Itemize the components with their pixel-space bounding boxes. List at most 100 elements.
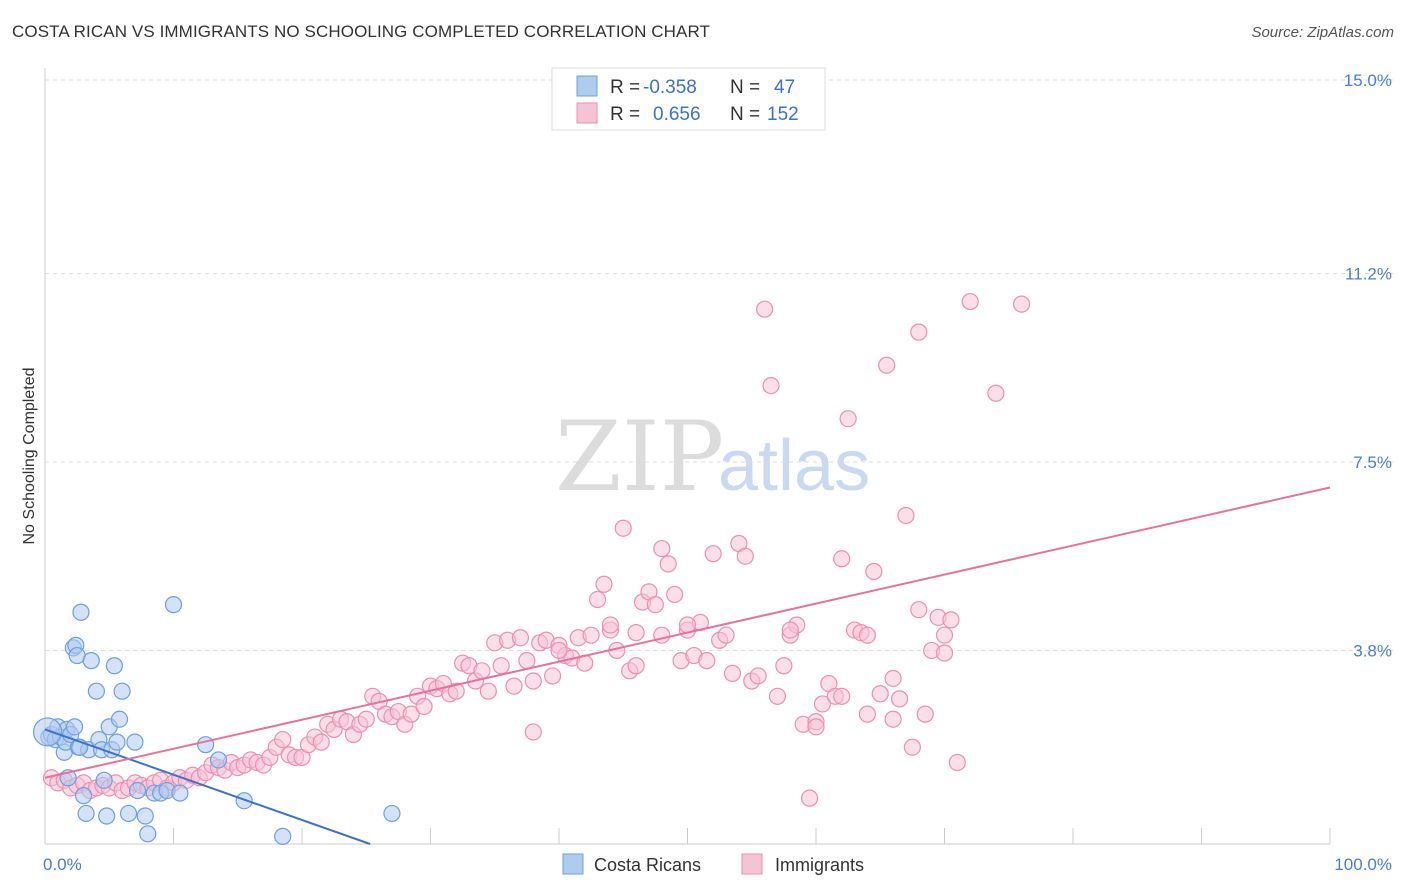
immigrant-point-105 <box>717 626 735 644</box>
immigrant-point-102 <box>698 652 716 670</box>
costa-rican-point-36 <box>139 825 157 843</box>
y-tick-label-2: 11.2% <box>1345 265 1392 284</box>
immigrant-point-70 <box>492 657 510 675</box>
immigrant-point-130 <box>878 356 896 374</box>
immigrant-point-135 <box>910 323 928 341</box>
chart-title: COSTA RICAN VS IMMIGRANTS NO SCHOOLING C… <box>12 22 711 41</box>
immigrant-point-74 <box>518 652 536 670</box>
immigrant-point-78 <box>543 667 562 685</box>
data-points <box>32 292 1031 845</box>
costa-rican-point-35 <box>136 807 154 825</box>
costa-rican-trend-line <box>44 728 371 845</box>
immigrant-point-106 <box>723 664 742 682</box>
axes <box>44 68 1331 845</box>
immigrant-point-91 <box>627 657 645 675</box>
immigrant-point-94 <box>646 596 664 614</box>
costa-rican-point-31 <box>113 682 131 700</box>
immigrant-point-103 <box>704 545 722 563</box>
immigrant-point-141 <box>948 753 966 772</box>
immigrant-point-114 <box>775 657 793 675</box>
gridlines <box>45 79 1395 651</box>
immigrant-point-154 <box>601 616 620 634</box>
costa-rican-point-46 <box>383 804 401 823</box>
costa-rican-point-45 <box>274 827 292 845</box>
immigrant-point-120 <box>813 695 832 713</box>
costa-rican-point-28 <box>105 657 123 675</box>
legend-blue-swatch <box>576 75 598 97</box>
x-tick-label-1: 100.0% <box>1334 855 1392 874</box>
immigrant-point-131 <box>884 710 902 728</box>
immigrant-point-96 <box>659 555 677 573</box>
watermark-zip: ZIP <box>555 401 724 513</box>
y-tick-label-1: 7.5% <box>1353 453 1392 472</box>
bottom-legend-pink-swatch <box>741 853 763 875</box>
immigrant-point-157 <box>524 723 542 741</box>
costa-rican-point-19 <box>82 652 100 670</box>
immigrant-point-72 <box>505 677 523 695</box>
costa-rican-point-29 <box>108 733 126 751</box>
costa-rican-point-17 <box>77 804 95 823</box>
bottom-legend-blue-label: Costa Ricans <box>594 855 701 875</box>
immigrant-point-56 <box>402 705 420 723</box>
immigrant-point-146 <box>807 718 825 736</box>
costa-rican-point-24 <box>95 771 113 789</box>
legend-n-label-2: N = <box>730 104 760 125</box>
immigrant-trend-line <box>44 486 1331 779</box>
immigrant-point-112 <box>762 377 780 395</box>
costa-rican-point-42 <box>197 736 215 754</box>
immigrant-point-149 <box>884 669 902 688</box>
immigrant-point-152 <box>653 539 671 558</box>
costa-rican-point-43 <box>209 751 228 769</box>
immigrant-point-128 <box>865 562 883 581</box>
bottom-legend-blue-swatch <box>562 853 584 875</box>
watermark-atlas: atlas <box>718 426 870 506</box>
legend-r-label-1: R = <box>610 77 640 98</box>
immigrant-point-140 <box>942 611 960 629</box>
immigrant-point-133 <box>897 506 915 525</box>
costa-rican-point-30 <box>110 710 129 728</box>
immigrant-point-139 <box>935 644 954 662</box>
immigrant-point-95 <box>653 626 671 644</box>
x-tick-label-0: 0.0% <box>43 855 82 874</box>
immigrant-point-155 <box>627 624 645 642</box>
costa-rican-point-34 <box>128 781 147 800</box>
immigrant-point-145 <box>781 621 799 639</box>
costa-rican-point-32 <box>119 804 138 823</box>
costa-rican-point-21 <box>87 682 106 700</box>
immigrant-point-86 <box>595 575 613 593</box>
immigrant-point-144 <box>1012 295 1031 313</box>
legend-r-value-1: -0.358 <box>643 77 697 98</box>
immigrant-point-118 <box>800 789 819 807</box>
immigrant-point-49 <box>357 710 375 728</box>
immigrant-point-142 <box>961 292 979 311</box>
legend-box: R = -0.358 N = 47 R = 0.656 N = 152 <box>551 67 826 131</box>
immigrant-point-147 <box>833 687 851 705</box>
legend-r-value-2: 0.656 <box>653 104 701 125</box>
trend-lines <box>44 486 1331 845</box>
immigrant-point-73 <box>511 629 530 647</box>
immigrant-point-85 <box>588 590 607 609</box>
costa-rican-point-13 <box>65 718 84 736</box>
immigrant-point-111 <box>755 300 774 318</box>
immigrant-point-84 <box>582 626 600 644</box>
y-tick-label-3: 15.0% <box>1344 71 1392 90</box>
immigrant-point-129 <box>871 685 889 703</box>
immigrant-point-132 <box>890 690 909 708</box>
immigrant-point-127 <box>858 705 877 723</box>
immigrant-point-75 <box>524 672 542 690</box>
immigrant-point-108 <box>736 547 754 565</box>
costa-rican-point-25 <box>98 807 116 825</box>
immigrant-point-68 <box>479 682 497 700</box>
immigrant-point-150 <box>910 601 928 619</box>
immigrant-point-97 <box>666 585 684 604</box>
legend-n-label-1: N = <box>730 77 760 98</box>
chart-source: Source: ZipAtlas.com <box>1251 24 1394 41</box>
immigrant-point-123 <box>833 550 851 568</box>
immigrant-point-134 <box>903 738 921 756</box>
legend-n-value-1: 47 <box>774 77 795 98</box>
legend-r-label-2: R = <box>610 104 640 125</box>
costa-rican-cluster-point <box>32 717 63 747</box>
bottom-legend: Costa Ricans Immigrants <box>562 853 864 875</box>
immigrant-point-58 <box>415 697 433 716</box>
immigrant-point-148 <box>858 626 877 644</box>
